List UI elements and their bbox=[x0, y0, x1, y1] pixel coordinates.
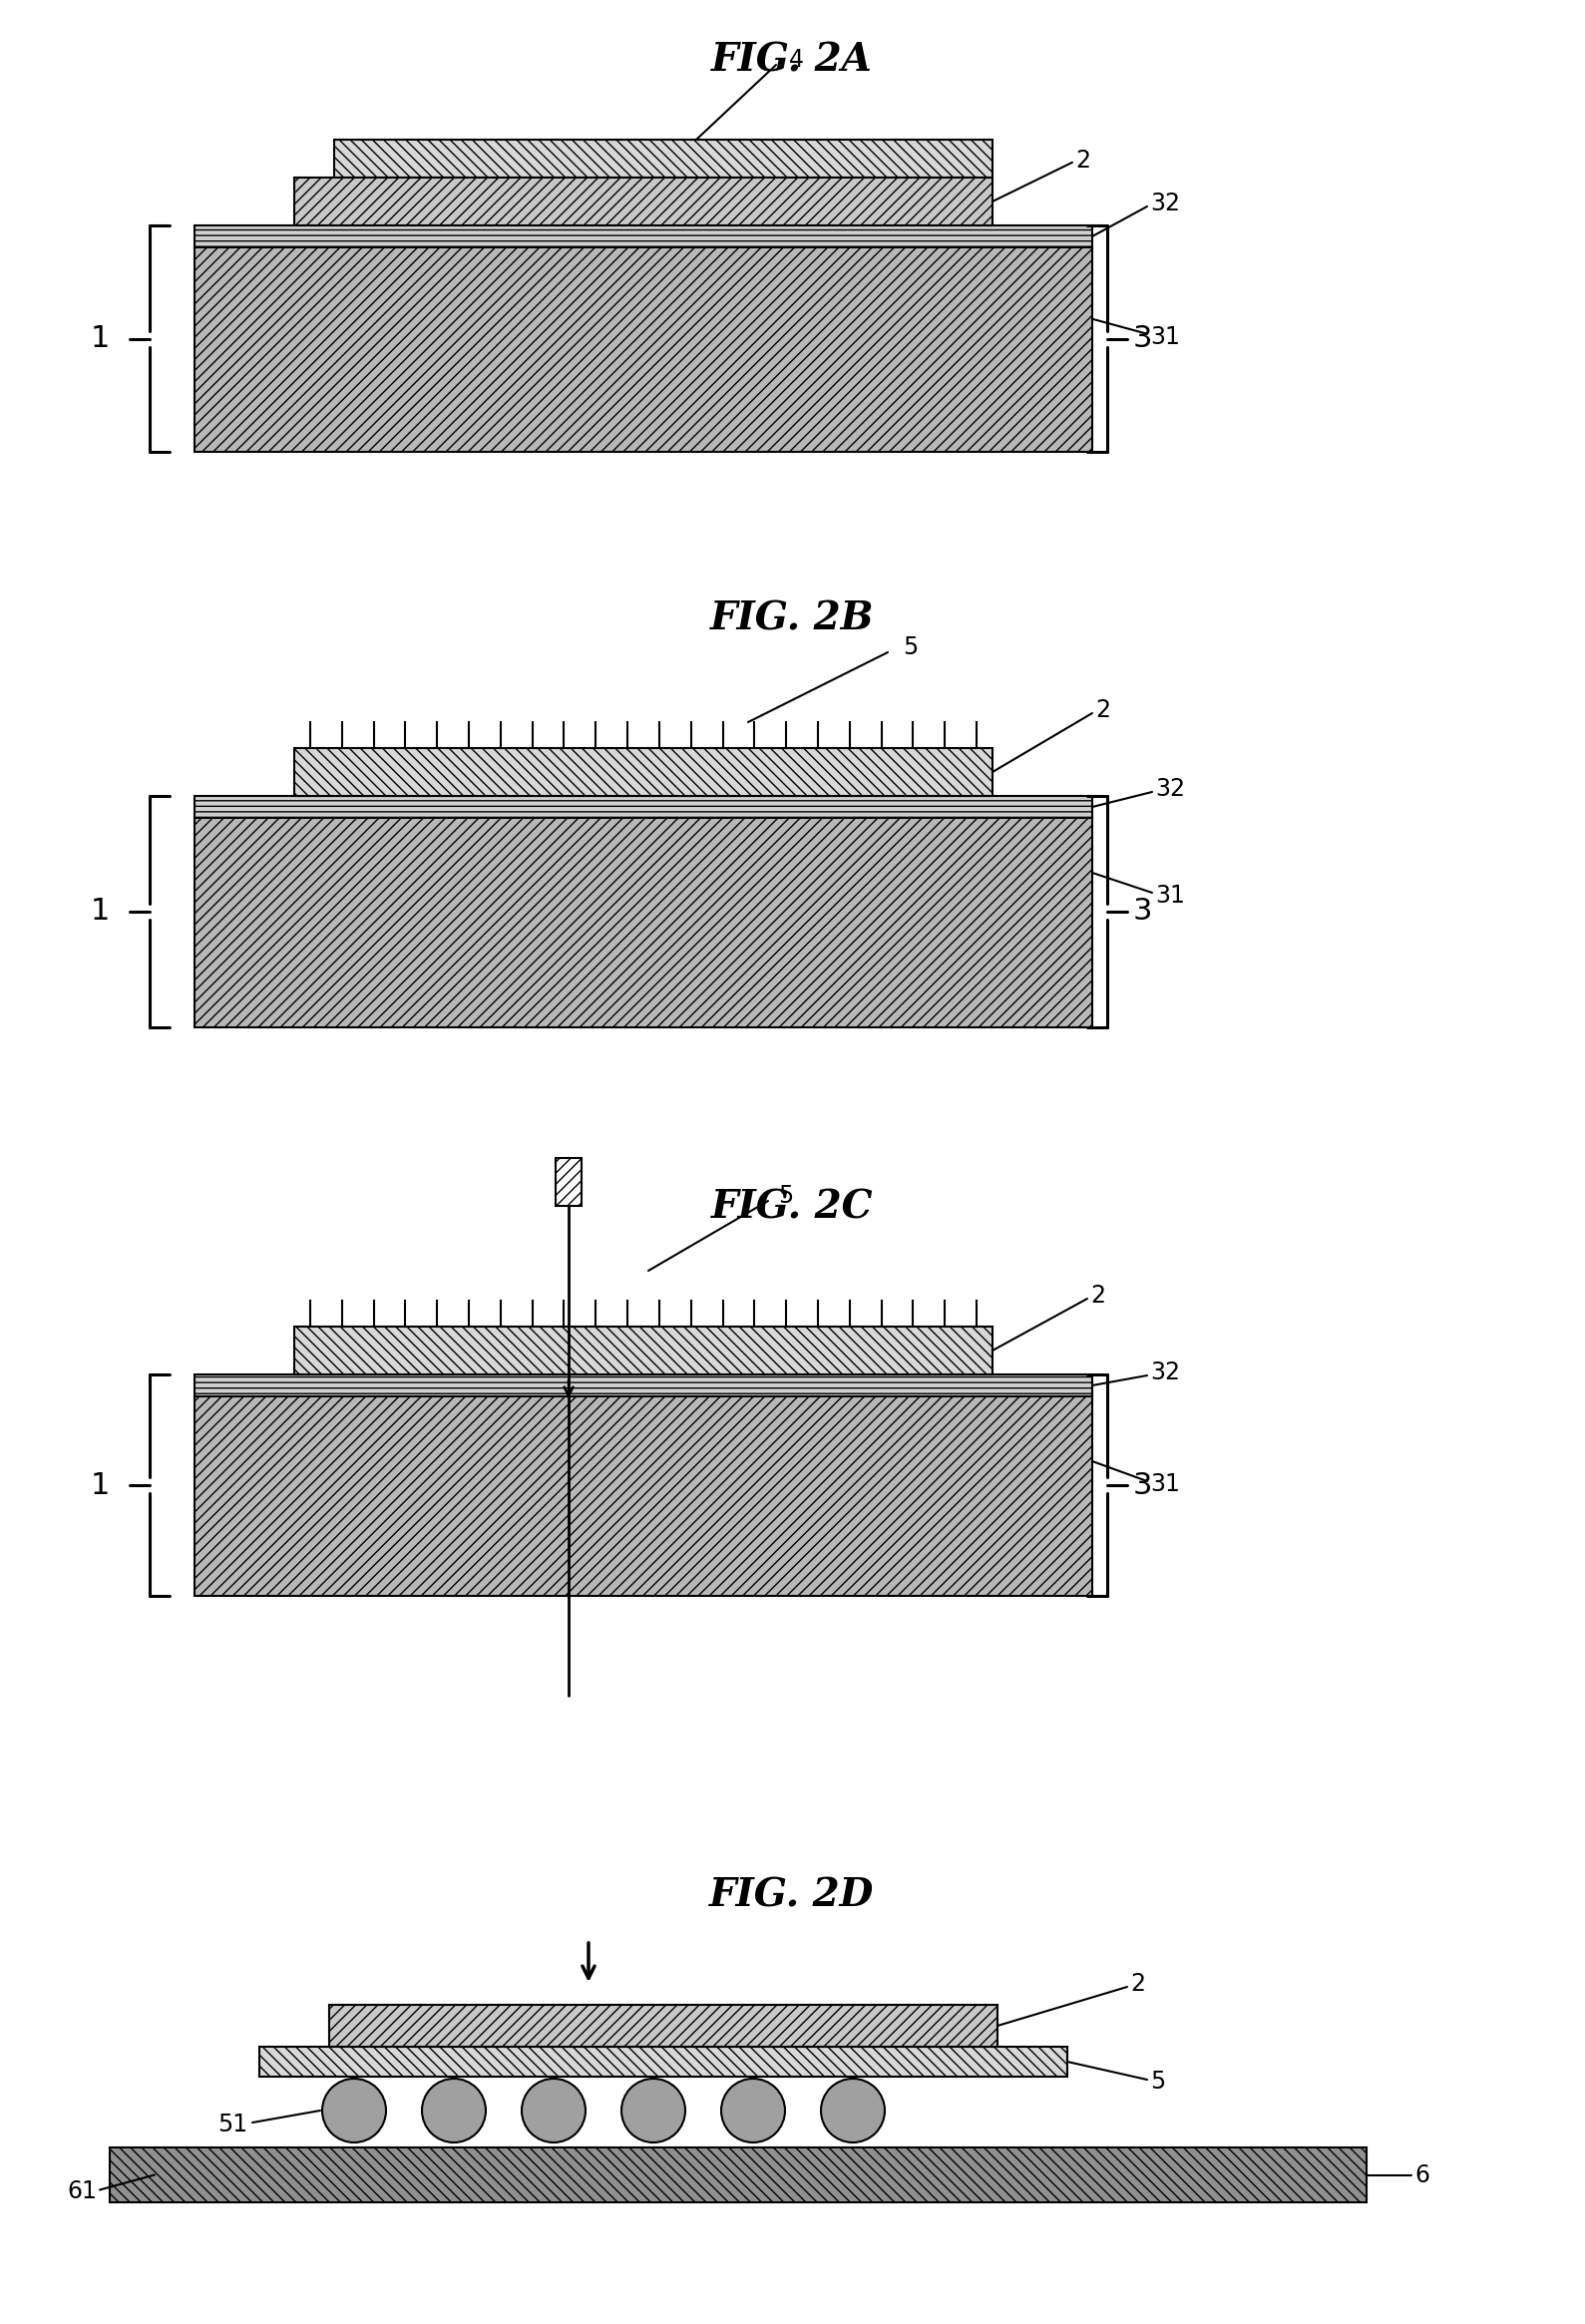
Bar bbox=[195, 1373, 1092, 1397]
Bar bbox=[295, 1327, 992, 1373]
Bar bbox=[260, 2047, 1067, 2078]
Text: FIG. 2D: FIG. 2D bbox=[710, 1875, 875, 1915]
Text: 2: 2 bbox=[1090, 1283, 1105, 1308]
Text: 32: 32 bbox=[1151, 1360, 1179, 1385]
Text: 5: 5 bbox=[778, 1183, 792, 1208]
Circle shape bbox=[422, 2078, 485, 2143]
Bar bbox=[195, 818, 1092, 1027]
Circle shape bbox=[621, 2078, 685, 2143]
Text: 3: 3 bbox=[1132, 323, 1152, 353]
Circle shape bbox=[821, 2078, 884, 2143]
Text: 31: 31 bbox=[1155, 883, 1186, 909]
Bar bbox=[330, 2006, 997, 2047]
Text: 1: 1 bbox=[90, 897, 109, 925]
Bar bbox=[195, 795, 1092, 818]
Text: 6: 6 bbox=[1414, 2164, 1430, 2187]
Text: FIG. 2C: FIG. 2C bbox=[712, 1188, 873, 1225]
Bar bbox=[195, 1397, 1092, 1597]
Text: FIG. 2B: FIG. 2B bbox=[710, 600, 873, 637]
Text: 2: 2 bbox=[1095, 697, 1110, 723]
Text: 1: 1 bbox=[90, 323, 109, 353]
Text: 32: 32 bbox=[1155, 776, 1186, 802]
Text: 2: 2 bbox=[1130, 1971, 1144, 1996]
Text: 1: 1 bbox=[90, 1471, 109, 1499]
Bar bbox=[109, 2147, 1366, 2203]
Text: 5: 5 bbox=[903, 634, 918, 660]
Text: 51: 51 bbox=[217, 2113, 247, 2136]
Text: 31: 31 bbox=[1151, 1471, 1179, 1497]
Text: 31: 31 bbox=[1151, 325, 1179, 349]
Text: 5: 5 bbox=[1151, 2071, 1165, 2094]
Bar bbox=[295, 748, 992, 795]
Circle shape bbox=[322, 2078, 387, 2143]
Text: FIG. 2A: FIG. 2A bbox=[712, 42, 873, 79]
Text: 2: 2 bbox=[1075, 149, 1090, 172]
Text: 4: 4 bbox=[788, 49, 804, 72]
Text: 32: 32 bbox=[1151, 191, 1179, 216]
Text: 3: 3 bbox=[1132, 897, 1152, 925]
Text: 3: 3 bbox=[1132, 1471, 1152, 1499]
Text: 61: 61 bbox=[67, 2180, 97, 2203]
Circle shape bbox=[721, 2078, 785, 2143]
Bar bbox=[334, 139, 992, 177]
Bar bbox=[195, 246, 1092, 451]
Bar bbox=[195, 225, 1092, 246]
Circle shape bbox=[521, 2078, 585, 2143]
Bar bbox=[295, 177, 992, 225]
Bar bbox=[556, 1157, 582, 1206]
